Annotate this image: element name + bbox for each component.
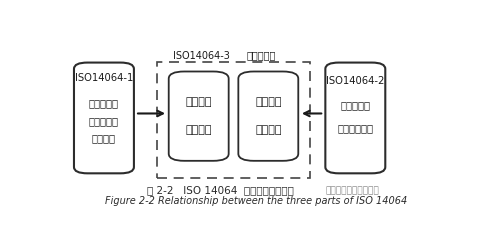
Text: ISO14064-1: ISO14064-1: [75, 73, 133, 82]
Text: 组织的温室: 组织的温室: [89, 115, 119, 125]
Text: ISO14064-3: ISO14064-3: [173, 50, 230, 60]
Text: 温室气体: 温室气体: [186, 97, 212, 106]
FancyBboxPatch shape: [169, 72, 229, 161]
Text: ISO14064-2: ISO14064-2: [326, 76, 385, 86]
FancyBboxPatch shape: [239, 72, 298, 161]
Text: 图 2-2   ISO 14064  各部分之间的关系: 图 2-2 ISO 14064 各部分之间的关系: [148, 185, 294, 195]
Text: 温室气体: 温室气体: [255, 97, 281, 106]
Text: Figure 2-2 Relationship between the three parts of ISO 14064: Figure 2-2 Relationship between the thre…: [105, 195, 407, 205]
FancyBboxPatch shape: [74, 63, 134, 173]
Text: 审定或核查: 审定或核查: [246, 50, 275, 60]
Text: 清单文件: 清单文件: [186, 124, 212, 134]
Text: 项目文件: 项目文件: [255, 124, 281, 134]
Text: 气体清单: 气体清单: [92, 133, 116, 143]
Text: 能源管理节能低碳平台: 能源管理节能低碳平台: [325, 185, 379, 194]
Text: 设计和实施: 设计和实施: [340, 100, 370, 110]
Text: 设计和编制: 设计和编制: [89, 97, 119, 107]
Text: 温室气体项目: 温室气体项目: [337, 122, 373, 132]
FancyBboxPatch shape: [325, 63, 385, 173]
